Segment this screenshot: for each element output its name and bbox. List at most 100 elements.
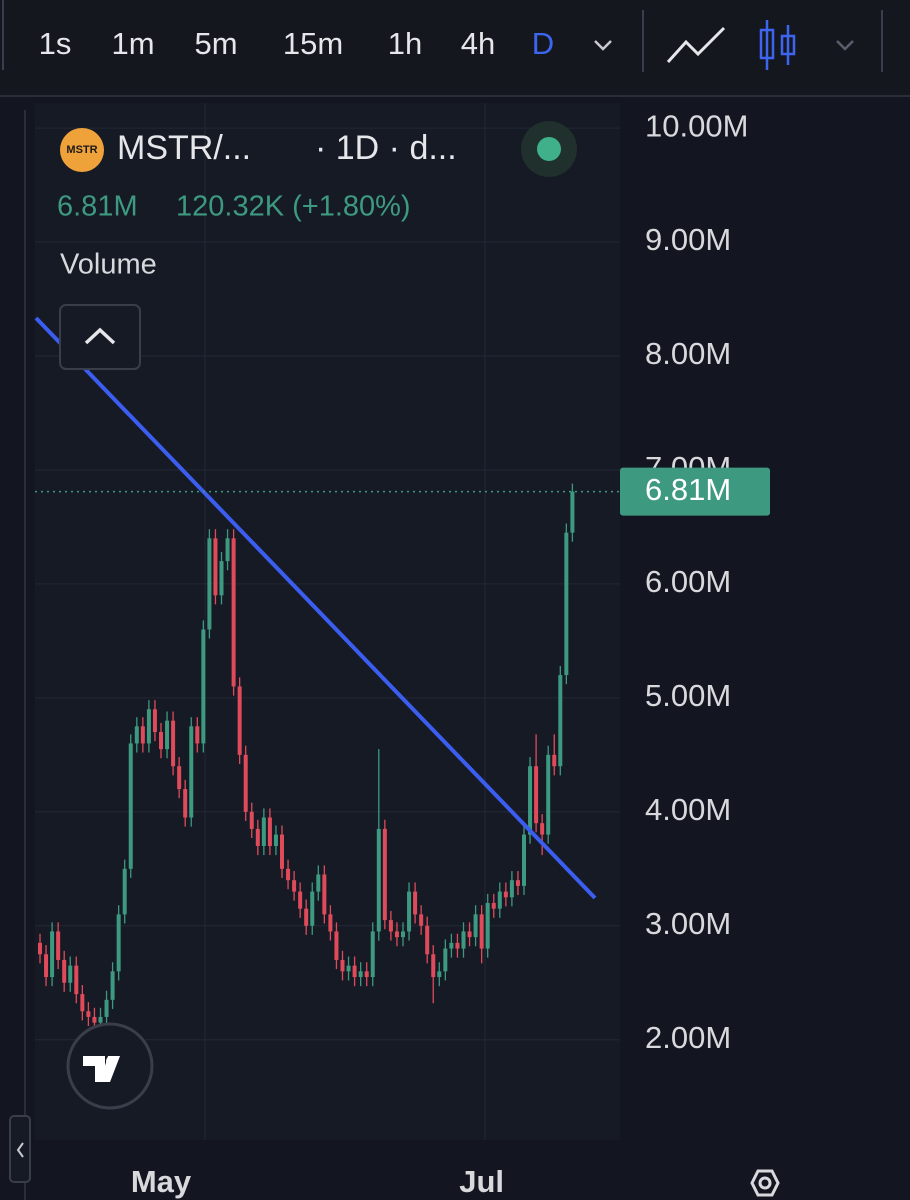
header-change: 120.32K (+1.80%): [176, 191, 411, 223]
candle-body: [304, 908, 309, 926]
candle-body: [346, 965, 351, 972]
interval-dropdown[interactable]: [594, 40, 612, 51]
candle-body: [479, 914, 484, 949]
candle-body: [570, 491, 575, 533]
candle-body: [491, 902, 496, 909]
y-tick-label: 6.00M: [645, 564, 731, 599]
candle-body: [189, 726, 194, 818]
logo-mark: MSTR: [66, 144, 97, 156]
candle-body: [292, 880, 297, 892]
chart-type-dropdown[interactable]: [836, 40, 854, 51]
candle-body: [461, 931, 466, 949]
candle-body: [50, 931, 55, 978]
candle-body: [86, 1011, 91, 1017]
candle-body: [382, 828, 387, 921]
candle-body: [219, 561, 224, 596]
candle-body: [280, 834, 284, 869]
interval-button[interactable]: 1h: [388, 26, 422, 61]
symbol[interactable]: MSTR/...: [117, 129, 251, 167]
candle-body: [237, 686, 242, 755]
candle-body: [401, 931, 405, 938]
candle-body: [74, 965, 79, 995]
candle-body: [328, 914, 333, 932]
header-value: 6.81M: [57, 191, 138, 223]
candle-body: [455, 942, 460, 949]
candle-body: [213, 538, 218, 596]
candle-body: [522, 834, 526, 886]
candle-body: [183, 789, 188, 818]
y-tick-label: 2.00M: [645, 1020, 731, 1055]
candle-body: [413, 891, 418, 915]
candle-body: [92, 1016, 97, 1023]
candle-body: [225, 538, 230, 562]
candle-body: [68, 965, 73, 983]
candle-body: [134, 726, 139, 744]
x-tick-label: Jul: [459, 1164, 504, 1199]
interval-button[interactable]: 1s: [39, 26, 72, 61]
indicator-name: Volume: [60, 249, 157, 281]
candle-body: [128, 743, 133, 869]
candle-body: [552, 754, 557, 767]
candle-body: [352, 965, 357, 978]
y-tick-label: 9.00M: [645, 222, 731, 257]
candle-body: [509, 880, 514, 898]
candle-body: [419, 914, 424, 926]
candle-body: [273, 834, 278, 846]
candle-body: [431, 954, 436, 978]
candle-body: [140, 726, 145, 744]
y-tick-label: 5.00M: [645, 678, 731, 713]
candle-body: [515, 880, 520, 886]
candle-body: [425, 925, 430, 955]
candle-body: [310, 891, 315, 926]
candle-body: [104, 999, 109, 1017]
candle-body: [449, 942, 454, 949]
candle-body: [165, 720, 170, 750]
interval-text: · 1D · d...: [315, 129, 457, 167]
candle-body: [255, 828, 260, 846]
y-tick-label: 3.00M: [645, 906, 731, 941]
candle-body: [195, 726, 200, 744]
symbol-logo: [60, 128, 104, 172]
candle-body: [267, 817, 272, 846]
interval-button[interactable]: 1m: [111, 26, 154, 61]
candle-body: [540, 823, 545, 835]
candle-body: [340, 959, 345, 972]
candle-body: [546, 754, 551, 835]
candle-body: [376, 828, 381, 932]
candle-body: [534, 766, 539, 824]
candle-body: [146, 709, 151, 744]
candle-body: [370, 931, 375, 978]
collapse-icon: [84, 327, 116, 345]
candle-body: [316, 874, 321, 892]
candle-chart-button[interactable]: [759, 20, 796, 70]
trendline[interactable]: [34, 316, 597, 900]
candle-body: [243, 754, 248, 812]
candle-body: [394, 931, 399, 938]
y-tick-label: 4.00M: [645, 792, 731, 827]
candle-body: [286, 868, 291, 881]
candle-body: [358, 971, 363, 978]
candle-body: [503, 891, 508, 898]
settings-button[interactable]: [750, 1169, 780, 1197]
candle-body: [388, 920, 393, 932]
interval-button[interactable]: D: [532, 26, 554, 61]
grid: [35, 127, 620, 1041]
interval-button[interactable]: 5m: [194, 26, 237, 61]
candle-body: [564, 532, 569, 676]
last-value-badge: [620, 467, 770, 516]
candle-body: [467, 931, 472, 938]
interval-button[interactable]: 4h: [461, 26, 495, 61]
y-tick-label: 8.00M: [645, 336, 731, 371]
collapse-button[interactable]: [59, 304, 141, 370]
candle-body: [249, 811, 254, 829]
tv-logo[interactable]: [66, 1022, 154, 1110]
expand-panel-button[interactable]: [9, 1115, 31, 1183]
candle-body: [558, 675, 563, 767]
expand-icon: [16, 1142, 24, 1158]
candle-body: [177, 766, 182, 790]
line-chart-button[interactable]: [666, 26, 726, 64]
interval-button[interactable]: 15m: [283, 26, 343, 61]
candle-body: [98, 1016, 103, 1023]
candle-body: [497, 891, 502, 909]
